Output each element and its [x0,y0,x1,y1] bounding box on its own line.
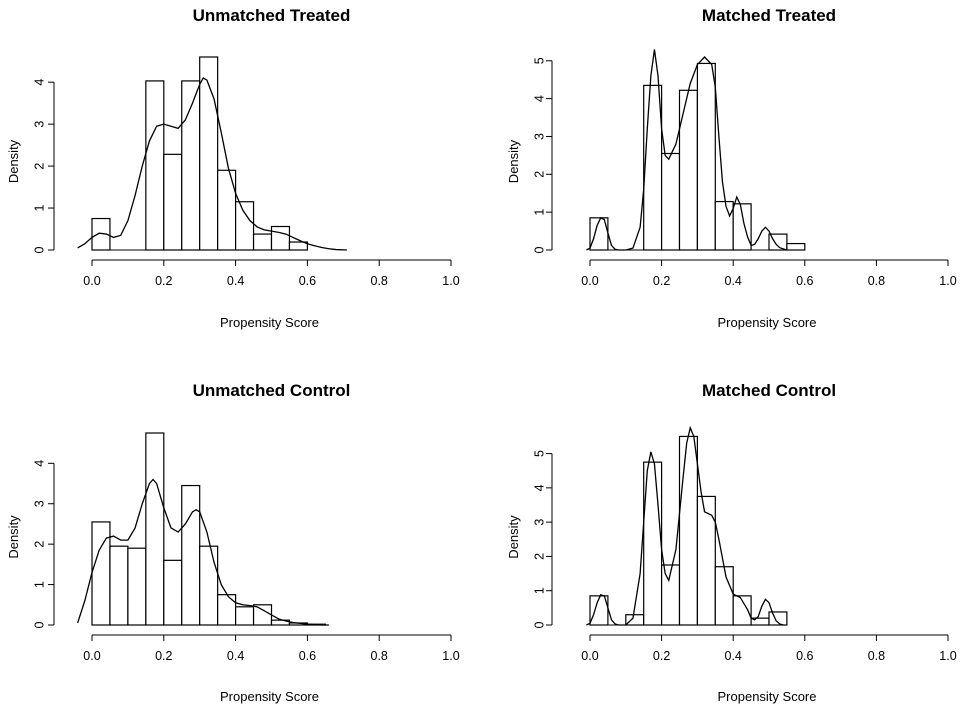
histogram-bar [109,545,129,626]
y-tick-label: 2 [32,541,46,548]
histogram-bar [235,606,255,626]
x-axis-label: Propensity Score [718,689,817,704]
x-tick-label: 0.4 [725,274,742,288]
x-tick-label: 0.2 [155,274,172,288]
x-axis-label: Propensity Score [220,315,319,330]
density-curve [586,425,784,626]
x-tick-label: 0.2 [155,649,172,663]
x-tick-label: 0.8 [371,274,388,288]
x-tick-label: 0.8 [868,649,885,663]
y-tick-label: 0 [32,621,46,628]
histogram-bar [145,80,165,251]
x-tick-label: 0.0 [581,274,598,288]
x-tick-label: 0.6 [299,649,316,663]
histogram-panel: Matched Control 0.0 0.2 0.4 0.6 0.8 1.0 0 1 2 3 4 5 P… [506,381,957,704]
histogram-bar [660,152,681,251]
histogram-bar [252,604,273,626]
x-tick-label: 1.0 [939,274,956,288]
histogram-bar [714,566,734,626]
y-tick-label: 3 [32,121,46,128]
y-tick-label: 3 [532,133,546,140]
x-tick-label: 0.8 [868,274,885,288]
y-tick-label: 4 [532,484,546,491]
x-tick-label: 0.8 [371,649,388,663]
histogram-bar [643,84,663,251]
histogram-bar [252,233,273,251]
histogram-bar [235,201,255,251]
y-tick-label: 4 [32,460,46,467]
histogram-bar [163,559,183,626]
x-tick-label: 0.0 [581,649,598,663]
chart-title: Unmatched Control [193,381,351,400]
histogram-bar [181,484,201,626]
chart-title: Unmatched Treated [193,6,351,25]
chart-title: Matched Control [702,381,836,400]
x-tick-label: 0.4 [725,649,742,663]
x-tick-label: 1.0 [442,274,459,288]
histogram-bar [714,200,734,251]
histogram-bar [678,89,698,251]
x-tick-label: 0.6 [796,274,813,288]
y-tick-label: 4 [32,79,46,86]
y-tick-label: 1 [532,587,546,594]
chart-title: Matched Treated [702,6,836,25]
histogram-bar [145,432,165,626]
histogram-bar [163,153,183,251]
y-axis-label: Density [6,515,21,559]
y-tick-label: 3 [32,500,46,507]
histogram-bar [127,547,147,626]
histogram-bar [678,435,698,626]
x-axis-label: Propensity Score [718,315,817,330]
histogram-bar [217,594,237,626]
x-tick-label: 0.0 [83,274,100,288]
x-tick-label: 1.0 [442,649,459,663]
x-tick-label: 1.0 [939,649,956,663]
y-axis-label: Density [506,515,521,559]
y-tick-label: 2 [32,163,46,170]
y-tick-label: 1 [32,205,46,212]
y-tick-label: 5 [532,57,546,64]
y-axis-label: Density [506,139,521,183]
histogram-bar [625,614,645,626]
y-tick-label: 2 [532,553,546,560]
y-tick-label: 2 [532,171,546,178]
x-tick-label: 0.0 [83,649,100,663]
histogram-bar [270,225,291,251]
y-tick-label: 0 [532,621,546,628]
y-tick-label: 1 [532,209,546,216]
y-tick-label: 1 [32,581,46,588]
density-curve [586,49,788,251]
y-axis-label: Density [6,139,21,183]
y-tick-label: 0 [532,246,546,253]
y-tick-label: 4 [532,95,546,102]
density-curve [77,478,329,626]
y-tick-label: 5 [532,450,546,457]
x-tick-label: 0.6 [299,274,316,288]
x-tick-label: 0.2 [653,649,670,663]
histogram-bar [199,545,219,626]
histogram-bar [786,242,806,251]
x-axis-label: Propensity Score [220,689,319,704]
histogram-panel: Unmatched Control 0.0 0.2 0.4 0.6 0.8 1.0 0 1 2 3 4… [6,381,460,704]
y-tick-label: 3 [532,519,546,526]
y-tick-label: 0 [32,246,46,253]
histogram-panel: Unmatched Treated 0.0 0.2 0.4 0.6 0.8 1.0 0 1 2 3 4… [6,6,460,330]
histogram-panel: Matched Treated 0.0 0.2 0.4 0.6 0.8 1.0 0 1 2 3 4 5 P… [506,6,957,330]
x-tick-label: 0.2 [653,274,670,288]
density-curve [77,77,347,251]
x-tick-label: 0.4 [227,649,244,663]
x-tick-label: 0.6 [796,649,813,663]
histogram-bar [696,62,716,251]
x-tick-label: 0.4 [227,274,244,288]
